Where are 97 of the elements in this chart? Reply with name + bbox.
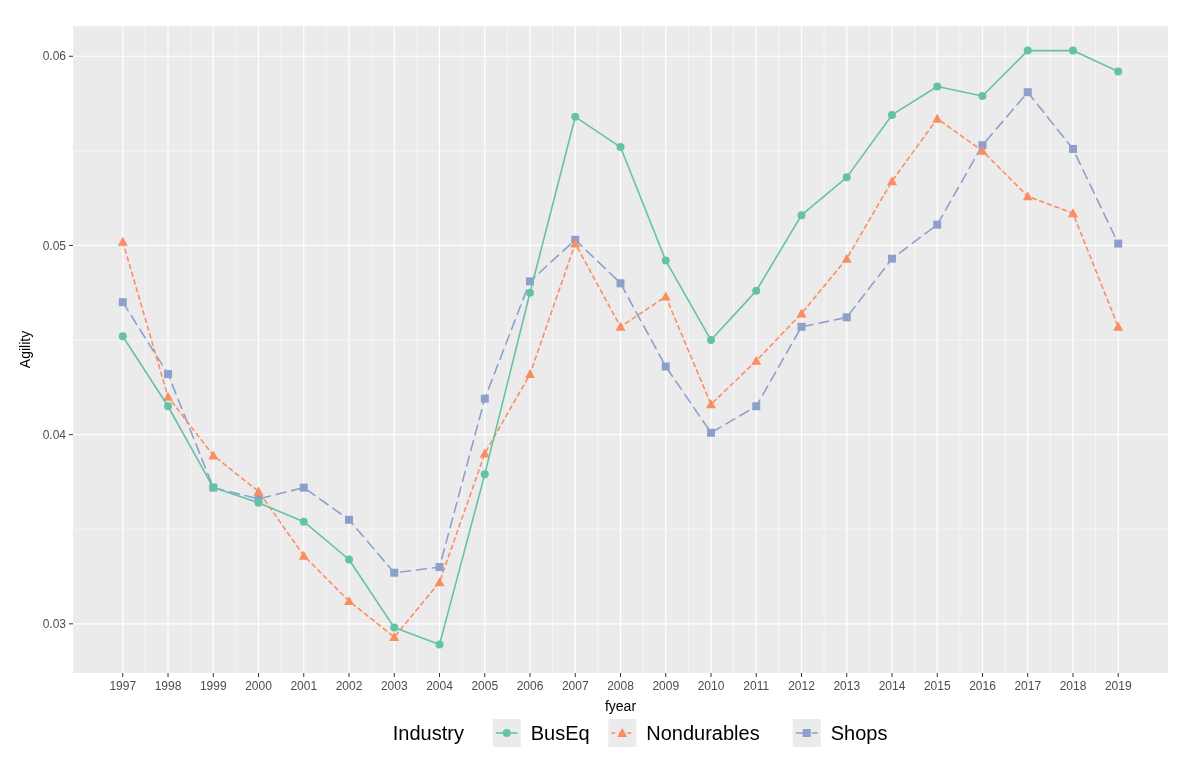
point [344,596,355,606]
x-tick-label: 2017 [1014,679,1042,693]
legend-label: Nondurables [646,722,760,744]
point [298,550,309,560]
x-tick-label: 1997 [109,679,137,693]
point [751,355,762,365]
point [933,220,942,229]
x-tick-label: 1999 [199,679,227,693]
x-tick-label: 2018 [1059,679,1087,693]
point [887,254,896,263]
y-tick-label: 0.06 [42,49,67,64]
point [978,92,987,100]
point [797,211,806,220]
point [660,291,671,301]
point [797,322,806,331]
point [1114,239,1123,248]
point [706,399,716,409]
point [1113,321,1124,331]
x-axis-title: fyear [604,698,637,714]
x-tick-label: 2015 [923,679,951,693]
x-tick-label: 2005 [471,679,499,693]
point [390,568,399,577]
point [253,486,264,496]
point [299,517,308,526]
point [932,113,943,123]
point [615,321,626,331]
point [570,238,581,248]
point [977,145,988,155]
x-tick-label: 2011 [743,679,770,693]
x-tick-label: 2004 [426,679,454,693]
legend-label: BusEq [530,722,590,744]
y-tick-label: 0.05 [42,238,67,253]
point [1023,46,1032,55]
x-tick-label: 2016 [969,679,997,693]
point [887,110,896,119]
point [616,279,625,288]
point [661,362,670,371]
legend-title: Industry [392,722,464,744]
x-tick-label: 2010 [697,679,725,693]
point [345,515,354,524]
point [842,173,851,182]
point [796,308,807,318]
point [1068,144,1077,153]
point [434,577,445,587]
point [707,336,715,345]
y-tick-label: 0.03 [42,617,67,632]
point [164,402,173,411]
y-axis-title: Agility [17,330,33,369]
point [886,176,897,186]
point [571,112,580,121]
x-tick-label: 2009 [652,679,680,693]
point [345,555,354,564]
x-tick-label: 2006 [516,679,544,693]
x-tick-label: 2000 [245,679,273,693]
legend-label: Shops [830,722,888,744]
point [118,332,127,341]
point [390,623,399,632]
point [616,143,625,152]
x-tick-label: 2007 [561,679,589,693]
point [842,313,851,322]
point [525,369,535,379]
point [933,82,942,91]
x-tick-label: 2002 [335,679,363,693]
point [752,286,761,295]
point [661,256,670,265]
x-tick-label: 2012 [788,679,816,693]
point [480,394,489,403]
point [299,483,308,492]
y-tick-label: 0.04 [42,427,67,442]
point [254,498,263,507]
x-tick-label: 2013 [833,679,861,693]
x-tick-label: 2019 [1104,679,1132,693]
point [841,253,852,263]
point [163,391,174,401]
point [117,236,128,246]
point [1114,67,1123,76]
point [526,288,534,297]
x-tick-label: 2001 [290,679,318,693]
point [164,370,173,379]
x-tick-label: 2008 [607,679,635,693]
point [752,402,761,411]
point [435,640,444,649]
point [480,470,489,479]
point [1023,88,1032,97]
point [435,563,444,572]
point [707,428,715,437]
x-tick-label: 2003 [380,679,408,693]
point [978,141,987,150]
x-tick-label: 1998 [154,679,182,693]
point [208,450,219,460]
point [1022,191,1033,201]
point [389,632,400,642]
point [1068,46,1077,55]
x-tick-label: 2014 [878,679,906,693]
point [118,298,127,307]
point [1067,208,1078,218]
point [479,448,490,458]
